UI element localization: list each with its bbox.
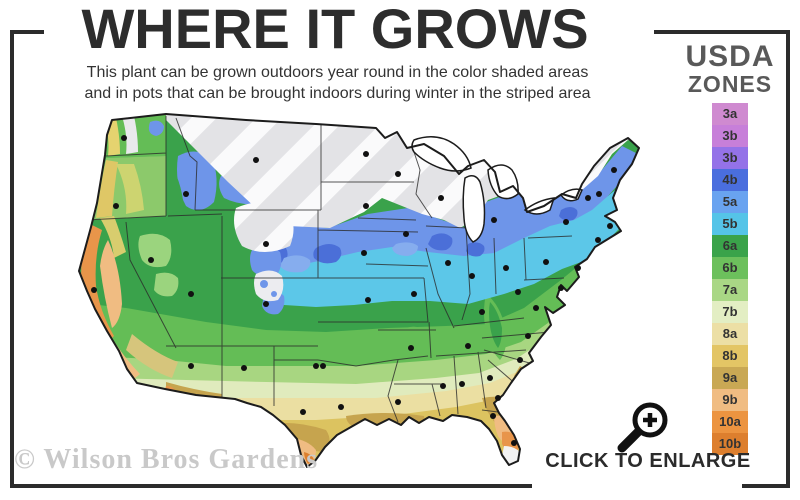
city-dot bbox=[363, 203, 369, 209]
zone-shading-layers bbox=[79, 114, 639, 467]
frame-bottom-left bbox=[10, 484, 532, 488]
city-dot bbox=[395, 171, 401, 177]
zone-chip-7b: 7b bbox=[712, 301, 748, 323]
city-dot bbox=[263, 301, 269, 307]
city-dot bbox=[525, 333, 531, 339]
city-dot bbox=[411, 291, 417, 297]
city-dot bbox=[188, 363, 194, 369]
city-dot bbox=[440, 383, 446, 389]
legend-title-usda: USDA bbox=[685, 40, 775, 73]
zone-chip-6a: 6a bbox=[712, 235, 748, 257]
zone-chip-6b: 6b bbox=[712, 257, 748, 279]
city-dot bbox=[365, 297, 371, 303]
city-dot bbox=[511, 440, 517, 446]
page-title: WHERE IT GROWS bbox=[81, 0, 589, 60]
zone-chip-5b: 5b bbox=[712, 213, 748, 235]
city-dot bbox=[491, 217, 497, 223]
frame-bottom-right bbox=[742, 484, 790, 488]
city-dot bbox=[395, 399, 401, 405]
zone-chip-5a: 5a bbox=[712, 191, 748, 213]
usda-zone-map[interactable] bbox=[16, 98, 664, 479]
city-marker-dots bbox=[91, 135, 617, 446]
subtitle-line-2: and in pots that can be brought indoors … bbox=[84, 85, 591, 102]
city-dot bbox=[300, 409, 306, 415]
city-dot bbox=[607, 223, 613, 229]
city-dot bbox=[313, 363, 319, 369]
zone-chip-3b: 3b bbox=[712, 125, 748, 147]
subtitle-line-1: This plant can be grown outdoors year ro… bbox=[86, 64, 589, 81]
city-dot bbox=[408, 345, 414, 351]
zone-chip-4b: 4b bbox=[712, 169, 748, 191]
usda-zones-legend: USDA ZONES 3a 3b 3b 4b 5a 5b 6a 6b 7a 7b 8a 8b 9a 9b 1… bbox=[676, 42, 784, 455]
city-dot bbox=[113, 203, 119, 209]
city-dot bbox=[363, 151, 369, 157]
city-dot bbox=[487, 375, 493, 381]
city-dot bbox=[503, 265, 509, 271]
city-dot bbox=[517, 357, 523, 363]
city-dot bbox=[241, 365, 247, 371]
zone-chip-8a: 8a bbox=[712, 323, 748, 345]
city-dot bbox=[465, 343, 471, 349]
city-dot bbox=[563, 219, 569, 225]
city-dot bbox=[459, 381, 465, 387]
city-dot bbox=[533, 305, 539, 311]
zone-chip-9a: 9a bbox=[712, 367, 748, 389]
zone-chip-8b: 8b bbox=[712, 345, 748, 367]
city-dot bbox=[596, 191, 602, 197]
lake-michigan bbox=[462, 175, 486, 243]
city-dot bbox=[611, 167, 617, 173]
city-dot bbox=[263, 241, 269, 247]
city-dot bbox=[575, 265, 581, 271]
city-dot bbox=[595, 237, 601, 243]
page-subtitle: This plant can be grown outdoors year ro… bbox=[30, 62, 645, 104]
city-dot bbox=[121, 135, 127, 141]
frame-top-right bbox=[654, 30, 790, 34]
city-dot bbox=[438, 195, 444, 201]
city-dot bbox=[558, 285, 564, 291]
city-dot bbox=[253, 157, 259, 163]
magnifier-plus-icon[interactable] bbox=[610, 396, 674, 460]
city-dot bbox=[91, 287, 97, 293]
city-dot bbox=[543, 259, 549, 265]
zone-chip-9b: 9b bbox=[712, 389, 748, 411]
city-dot bbox=[361, 250, 367, 256]
watermark: © Wilson Bros Gardens bbox=[14, 444, 319, 475]
zone-chip-3a: 3a bbox=[712, 103, 748, 125]
city-dot bbox=[188, 291, 194, 297]
us-outline bbox=[78, 113, 640, 468]
city-dot bbox=[445, 260, 451, 266]
city-dot bbox=[183, 191, 189, 197]
city-dot bbox=[490, 413, 496, 419]
city-dot bbox=[479, 309, 485, 315]
zone-chip-10a: 10a bbox=[712, 411, 748, 433]
legend-title-zones: ZONES bbox=[687, 71, 773, 97]
frame-right bbox=[786, 30, 790, 488]
city-dot bbox=[495, 395, 501, 401]
zone-chip-7a: 7a bbox=[712, 279, 748, 301]
city-dot bbox=[469, 273, 475, 279]
frame-top-left bbox=[10, 30, 44, 34]
city-dot bbox=[403, 231, 409, 237]
zone-chip-list: 3a 3b 3b 4b 5a 5b 6a 6b 7a 7b 8a 8b 9a 9b 10a 10b bbox=[712, 103, 748, 455]
city-dot bbox=[338, 404, 344, 410]
zone-chip-10b: 10b bbox=[712, 433, 748, 455]
click-to-enlarge-button[interactable]: CLICK TO ENLARGE bbox=[545, 450, 751, 472]
city-dot bbox=[515, 289, 521, 295]
zone-chip-3b: 3b bbox=[712, 147, 748, 169]
city-dot bbox=[148, 257, 154, 263]
city-dot bbox=[585, 195, 591, 201]
city-dot bbox=[320, 363, 326, 369]
frame-left bbox=[10, 30, 14, 488]
